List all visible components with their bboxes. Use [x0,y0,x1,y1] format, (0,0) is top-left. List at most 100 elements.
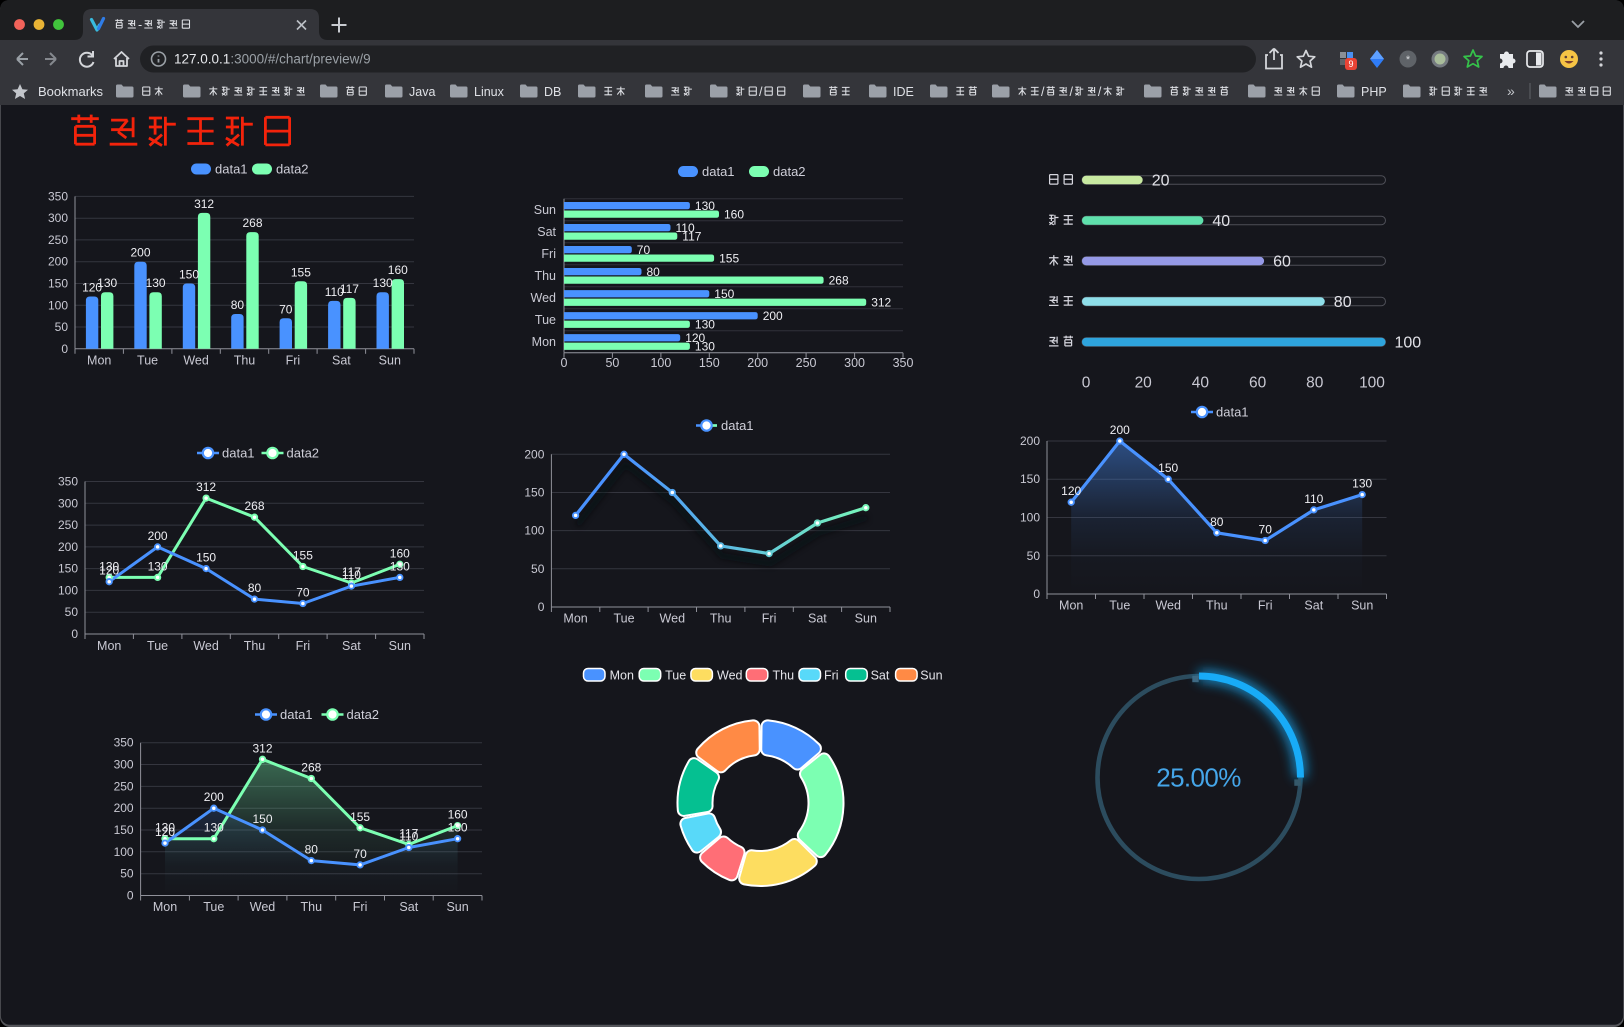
svg-text:25.00%: 25.00% [1156,763,1241,793]
svg-text:Wed: Wed [250,900,276,914]
svg-text:155: 155 [719,251,739,265]
svg-text:Thu: Thu [301,900,323,914]
svg-text:Sat: Sat [332,354,351,368]
svg-text:130: 130 [695,318,715,332]
svg-text:/: / [1041,85,1045,99]
svg-text:Sat: Sat [1304,599,1323,613]
svg-text:155: 155 [293,549,313,563]
svg-text:110: 110 [399,830,418,844]
svg-text:0: 0 [538,600,545,614]
svg-text:120: 120 [1061,484,1081,498]
svg-text:127.0.0.1:3000/#/chart/preview: 127.0.0.1:3000/#/chart/preview/9 [174,52,371,67]
svg-text:»: » [1507,83,1515,99]
svg-text:Thu: Thu [773,669,795,683]
svg-text:60: 60 [1249,375,1267,392]
svg-text:20: 20 [1152,173,1170,190]
svg-text:Wed: Wed [660,612,686,626]
svg-text:Thu: Thu [1206,599,1228,613]
svg-text:data1: data1 [1216,405,1249,420]
svg-text:50: 50 [120,867,134,881]
svg-text:Fri: Fri [353,900,368,914]
svg-text:Mon: Mon [532,335,556,349]
svg-text:70: 70 [1259,523,1273,537]
svg-text:150: 150 [179,268,199,282]
svg-text:Thu: Thu [534,269,556,283]
svg-text:312: 312 [871,296,891,310]
svg-text:120: 120 [99,564,119,578]
svg-text:130: 130 [390,559,410,573]
svg-text:130: 130 [97,276,117,290]
svg-text:130: 130 [448,821,468,835]
svg-text:Sat: Sat [342,639,361,653]
svg-text:Mon: Mon [610,669,634,683]
svg-text:Sun: Sun [379,354,401,368]
svg-text:70: 70 [637,243,651,257]
svg-text:Tue: Tue [613,612,634,626]
svg-text:268: 268 [829,273,849,287]
svg-text:Sat: Sat [537,225,556,239]
svg-text:200: 200 [48,255,68,269]
svg-text:80: 80 [1306,375,1324,392]
svg-text:Thu: Thu [244,639,266,653]
svg-text:Wed: Wed [193,639,219,653]
svg-text:80: 80 [305,843,319,857]
svg-text:9: 9 [1348,59,1353,69]
svg-text:117: 117 [342,565,361,579]
svg-text:100: 100 [1359,375,1385,392]
svg-text:110: 110 [676,221,695,235]
svg-text:150: 150 [252,812,272,826]
svg-text:200: 200 [204,790,224,804]
svg-text:130: 130 [695,199,715,213]
svg-text:data1: data1 [222,446,255,461]
svg-text:300: 300 [58,496,78,510]
svg-text:160: 160 [724,207,744,221]
svg-text:Wed: Wed [717,669,743,683]
svg-text:300: 300 [114,758,134,772]
svg-text:250: 250 [796,356,817,370]
svg-text:0: 0 [561,356,568,370]
svg-text:0: 0 [127,889,134,903]
svg-text:Sat: Sat [399,900,418,914]
svg-text:80: 80 [248,581,262,595]
svg-text:Sun: Sun [446,900,468,914]
svg-text:130: 130 [148,559,168,573]
svg-text:Sun: Sun [920,669,942,683]
svg-text:80: 80 [231,298,245,312]
svg-text:70: 70 [296,586,310,600]
svg-text:130: 130 [155,821,175,835]
svg-text:350: 350 [114,736,134,750]
svg-text:Fri: Fri [286,354,301,368]
svg-text:200: 200 [763,309,783,323]
svg-text:-: - [138,18,142,32]
svg-text:100: 100 [48,298,68,312]
svg-text:120: 120 [155,825,175,839]
svg-text:250: 250 [48,233,68,247]
svg-text:Tue: Tue [535,313,556,327]
svg-text:130: 130 [373,276,393,290]
svg-text:Sat: Sat [871,669,890,683]
svg-text:/: / [759,85,763,99]
svg-text:150: 150 [714,287,734,301]
svg-text:130: 130 [204,821,224,835]
svg-text:Sat: Sat [808,612,827,626]
svg-text:IDE: IDE [893,85,914,99]
svg-text:110: 110 [342,568,361,582]
svg-text:200: 200 [524,447,544,461]
svg-text:130: 130 [99,559,119,573]
svg-text:50: 50 [531,562,545,576]
svg-text:160: 160 [388,263,408,277]
svg-text:200: 200 [1110,423,1130,437]
svg-text:200: 200 [1020,434,1040,448]
svg-text:Fri: Fri [1258,599,1273,613]
svg-text:Linux: Linux [474,85,505,99]
svg-text:110: 110 [1304,492,1323,506]
svg-text:data1: data1 [280,707,313,722]
svg-text:312: 312 [196,480,216,494]
svg-text:data2: data2 [287,446,320,461]
svg-text:50: 50 [55,320,69,334]
svg-text:60: 60 [1273,254,1291,271]
svg-text:150: 150 [699,356,720,370]
svg-text:268: 268 [244,499,264,513]
svg-text:70: 70 [353,847,367,861]
svg-text:*: * [1406,54,1411,66]
